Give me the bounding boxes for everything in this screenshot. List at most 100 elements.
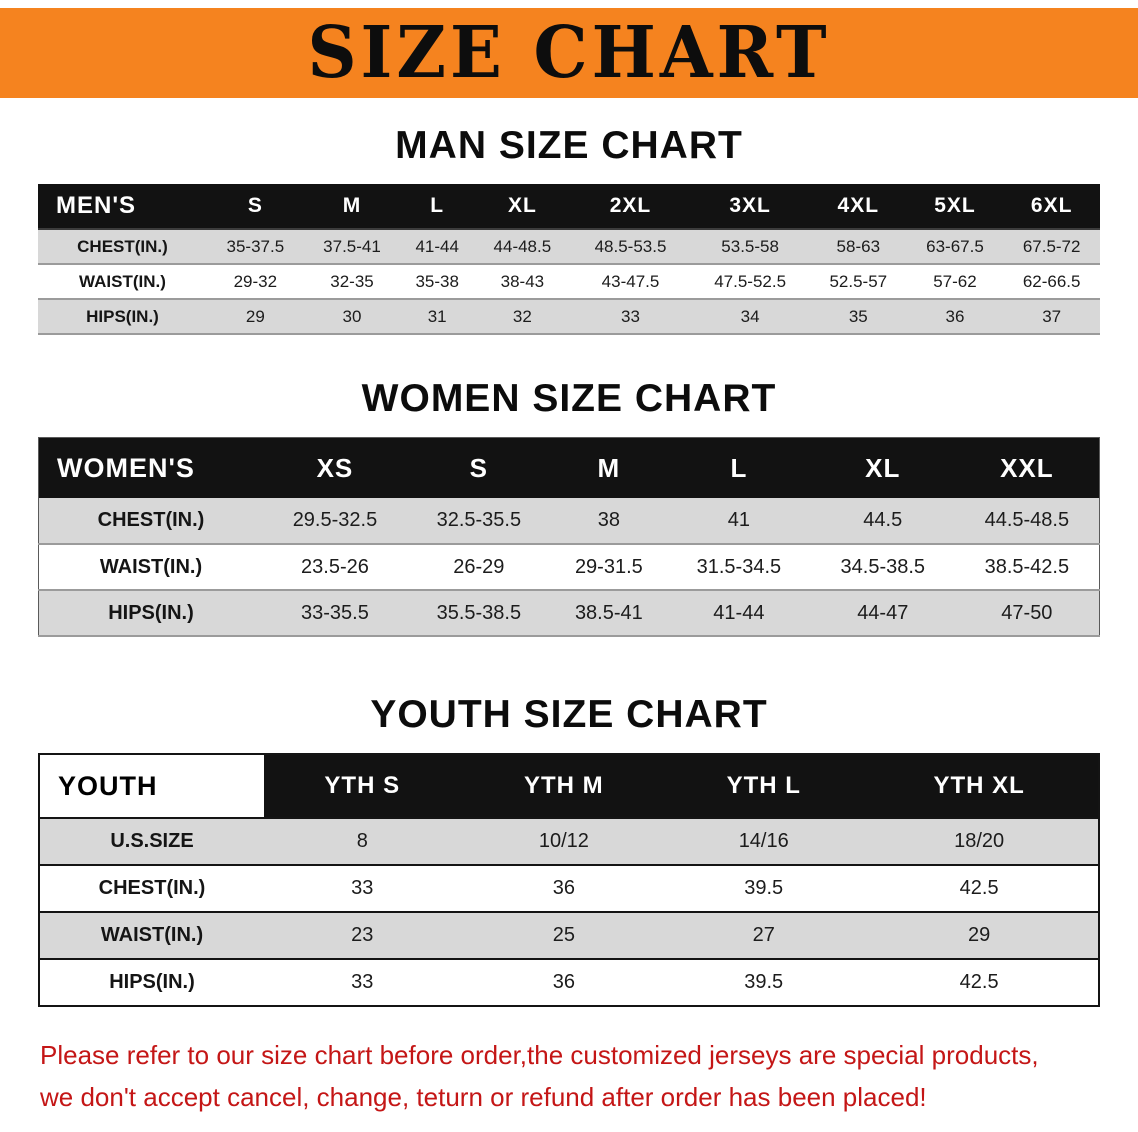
row-label-cell: U.S.SIZE [110,830,194,852]
size-value-cell: 33 [351,971,374,993]
youth-size-table: YOUTH YTH S YTH M YTH L YTH XL U.S.SIZE 8 10/12… [38,753,1100,1007]
size-value-cell: 44-48.5 [493,236,552,256]
row-label-cell: CHEST(IN.) [77,236,168,256]
women-size-header-cell: M [550,437,667,498]
youth-table-title-cell: YOUTH [39,754,264,818]
men-size-header-cell: S [207,184,304,229]
men-size-chart-heading: MAN SIZE CHART [395,124,743,167]
size-value-cell: 53.5-58 [721,236,779,256]
size-value-cell: 35 [848,306,868,326]
size-value-cell: 36 [945,306,965,326]
youth-size-header-cell: YTH M [460,754,668,818]
row-label-cell: WAIST(IN.) [100,924,204,946]
youth-size-chart-heading: YOUTH SIZE CHART [370,693,768,736]
row-label-cell: WAIST(IN.) [79,271,166,291]
size-value-cell: 33-35.5 [301,601,369,624]
size-value-cell: 42.5 [959,877,999,899]
size-value-cell: 47-50 [1001,601,1053,624]
table-row: WAIST(IN.) 23 25 27 29 [39,912,1099,959]
women-size-table: WOMEN'S XS S M L XL XXL CHEST(IN.) 29.5-32.5 32.5… [38,437,1100,637]
men-size-header-cell: 3XL [690,184,810,229]
size-value-cell: 29 [245,306,265,326]
size-value-cell: 38 [597,509,620,531]
women-size-section: WOMEN SIZE CHART WOMEN'S XS S M L XL XXL CHEST(I… [0,377,1138,637]
size-value-cell: 52.5-57 [829,271,888,291]
women-size-header-cell: XL [810,437,955,498]
size-value-cell: 29-32 [233,271,278,291]
size-value-cell: 25 [552,924,575,946]
size-value-cell: 41-44 [415,236,459,256]
header-row: WOMEN'S XS S M L XL XXL [38,437,1100,498]
row-label-cell: CHEST(IN.) [97,509,205,531]
size-chart-banner: SIZE CHART [0,8,1138,98]
size-value-cell: 35.5-38.5 [436,601,522,624]
youth-size-header-cell: YTH S [264,754,461,818]
size-value-cell: 57-62 [933,271,977,291]
men-size-header-cell: L [400,184,475,229]
table-row: U.S.SIZE 8 10/12 14/16 18/20 [39,818,1099,865]
table-row: CHEST(IN.) 35-37.5 37.5-41 41-44 44-48.5 48.5… [38,229,1100,264]
size-value-cell: 31 [427,306,447,326]
table-row: HIPS(IN.) 33-35.5 35.5-38.5 38.5-41 41-44 44-… [38,590,1100,636]
table-row: CHEST(IN.) 29.5-32.5 32.5-35.5 38 41 44.5 44.5… [38,498,1100,544]
size-value-cell: 48.5-53.5 [594,236,667,256]
size-value-cell: 23 [351,924,374,946]
size-value-cell: 8 [356,830,368,852]
size-value-cell: 38.5-41 [574,601,643,624]
size-value-cell: 23.5-26 [301,555,369,578]
men-size-table: MEN'S S M L XL 2XL 3XL 4XL 5XL 6XL CHEST(IN.) 35-37… [38,184,1100,335]
size-value-cell: 35-37.5 [226,236,285,256]
table-row: WAIST(IN.) 23.5-26 26-29 29-31.5 31.5-34.5 34… [38,544,1100,590]
size-value-cell: 44.5 [863,509,903,531]
row-label-cell: CHEST(IN.) [98,877,206,899]
row-label-cell: HIPS(IN.) [109,971,195,993]
size-value-cell: 58-63 [836,236,881,256]
size-value-cell: 38-43 [500,271,545,291]
size-value-cell: 39.5 [744,971,784,993]
size-value-cell: 30 [342,306,362,326]
men-table-title-cell: MEN'S [38,184,207,229]
size-value-cell: 32.5-35.5 [436,509,522,531]
women-size-header-cell: XS [263,437,407,498]
size-value-cell: 41-44 [713,601,765,624]
header-row: YOUTH YTH S YTH M YTH L YTH XL [39,754,1099,818]
size-value-cell: 18/20 [954,830,1005,852]
size-value-cell: 62-66.5 [1022,271,1081,291]
size-value-cell: 35-38 [415,271,459,291]
row-label-cell: HIPS(IN.) [86,306,159,326]
size-value-cell: 39.5 [744,877,784,899]
size-value-cell: 37.5-41 [323,236,381,256]
size-value-cell: 47.5-52.5 [714,271,787,291]
size-value-cell: 34.5-38.5 [840,555,926,578]
row-label-cell: WAIST(IN.) [99,555,203,578]
men-size-header-cell: XL [474,184,571,229]
men-size-header-cell: 5XL [906,184,1004,229]
size-value-cell: 36 [552,971,575,993]
size-value-cell: 10/12 [538,830,589,852]
banner-title: SIZE CHART [307,11,831,95]
size-value-cell: 63-67.5 [926,236,984,256]
size-value-cell: 38.5-42.5 [984,555,1070,578]
women-size-header-cell: L [666,437,811,498]
size-charts: MAN SIZE CHART MEN'S S M L XL 2XL 3XL 4XL 5XL 6XL C… [0,124,1138,1007]
size-value-cell: 44-47 [857,601,909,624]
table-row: WAIST(IN.) 29-32 32-35 35-38 38-43 43-47.5 47.… [38,264,1100,299]
women-size-chart-heading: WOMEN SIZE CHART [361,377,777,420]
size-value-cell: 27 [752,924,775,946]
men-size-section: MAN SIZE CHART MEN'S S M L XL 2XL 3XL 4XL 5XL 6XL C… [0,124,1138,335]
disclaimer-text: Please refer to our size chart before or… [40,1035,1120,1118]
size-value-cell: 34 [740,306,760,326]
youth-size-header-cell: YTH XL [860,754,1099,818]
row-label-cell: HIPS(IN.) [108,601,194,624]
size-value-cell: 32 [512,306,532,326]
size-value-cell: 29.5-32.5 [292,509,378,531]
women-size-header-cell: XXL [954,437,1100,498]
size-value-cell: 41 [727,509,750,531]
size-value-cell: 14/16 [738,830,789,852]
size-value-cell: 29-31.5 [574,555,643,578]
men-size-header-cell: M [303,184,401,229]
youth-size-header-cell: YTH L [667,754,861,818]
youth-size-section: YOUTH SIZE CHART YOUTH YTH S YTH M YTH L YTH … [0,693,1138,1007]
table-row: HIPS(IN.) 29 30 31 32 33 34 35 36 37 [38,299,1100,334]
size-value-cell: 33 [351,877,374,899]
